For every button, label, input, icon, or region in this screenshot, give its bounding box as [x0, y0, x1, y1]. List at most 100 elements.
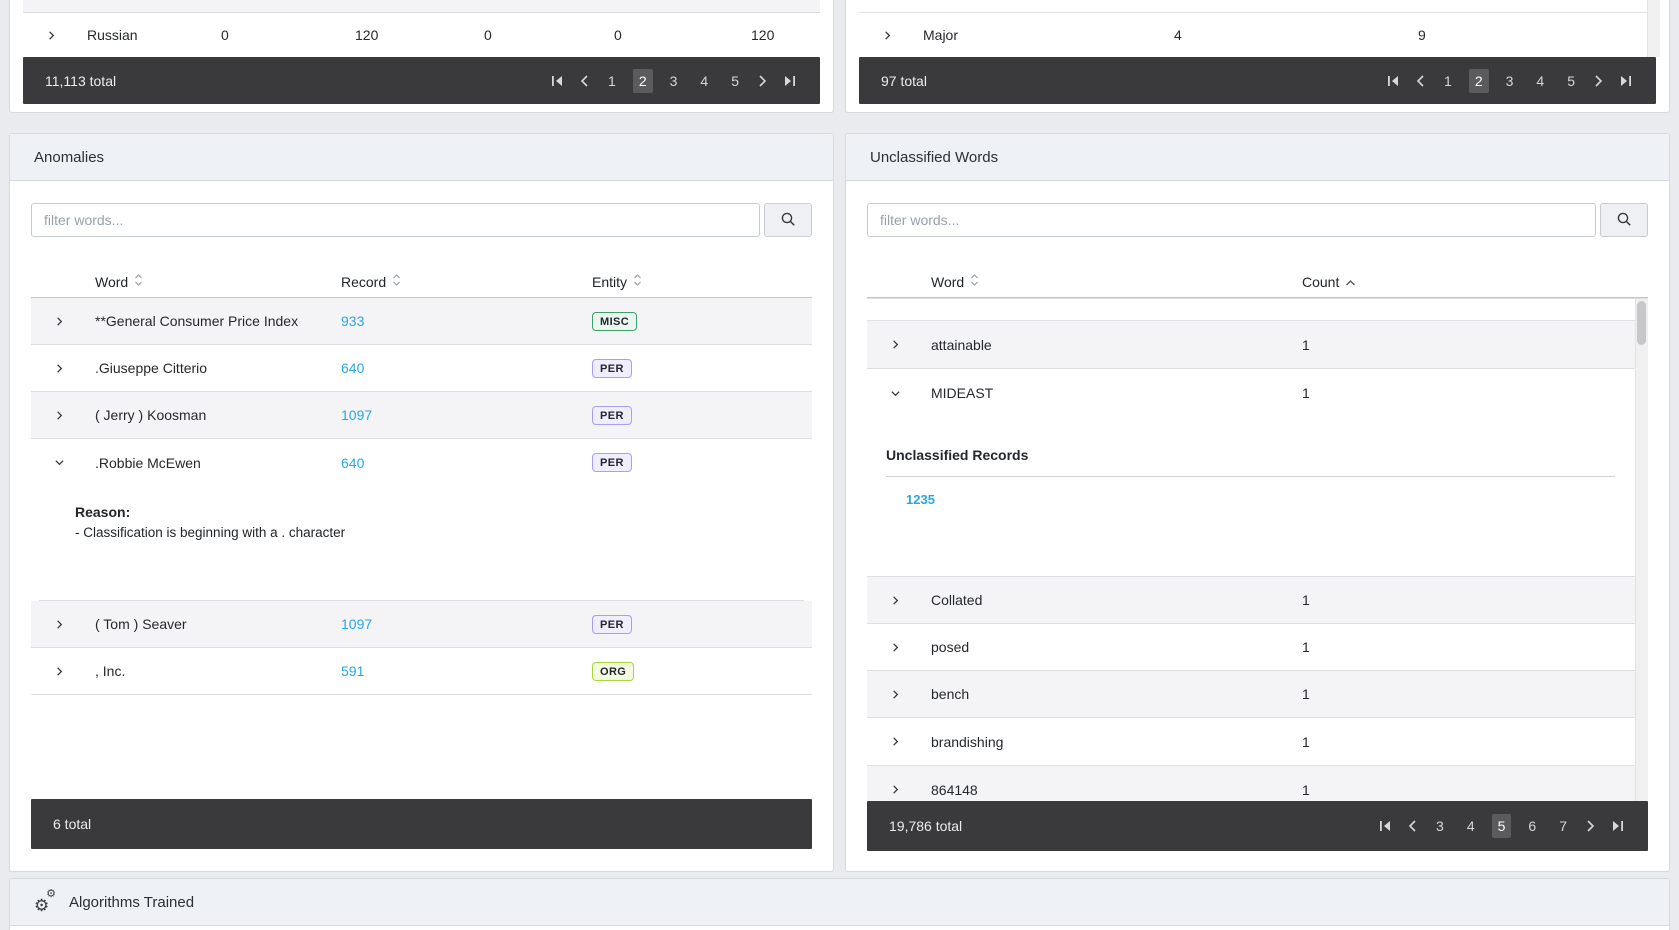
count-cell: 1 [1302, 592, 1310, 608]
chevron-right-icon[interactable] [31, 410, 87, 421]
scrollbar-thumb[interactable] [1637, 301, 1646, 345]
record-link[interactable]: 640 [341, 454, 365, 471]
chevron-down-icon[interactable] [867, 388, 923, 399]
record-link[interactable]: 591 [341, 663, 365, 679]
page-number[interactable]: 1 [608, 72, 616, 89]
table-row[interactable]: **General Consumer Price Index 933 MISC [31, 298, 812, 345]
pagination-footer: 6 total [31, 799, 812, 849]
column-header-word[interactable]: Word [87, 273, 341, 290]
column-header-record[interactable]: Record [341, 273, 592, 290]
table-row[interactable]: , Inc. 591 ORG [31, 648, 812, 695]
table-row[interactable]: ( Jerry ) Koosman 1097 PER [31, 392, 812, 439]
sort-icon [970, 273, 979, 290]
count-cell: 120 [751, 27, 775, 43]
classified-words-card: Russian 0 120 0 0 120 11,113 total 1 2 3… [9, 0, 834, 113]
table-row[interactable]: Collated 1 [867, 577, 1635, 624]
chevron-right-icon[interactable] [31, 316, 87, 327]
word-cell: bench [931, 686, 970, 702]
table-row[interactable]: Major 4 9 [859, 13, 1656, 57]
filter-input[interactable] [867, 203, 1596, 237]
last-page-icon[interactable] [780, 75, 798, 87]
table-row[interactable]: ( Tom ) Seaver 1097 PER [31, 601, 812, 648]
chevron-right-icon[interactable] [23, 30, 79, 41]
page-number[interactable]: 2 [632, 68, 653, 93]
chevron-right-icon[interactable] [859, 30, 915, 41]
previous-page-icon[interactable] [1406, 820, 1419, 832]
page-number[interactable]: 4 [700, 72, 709, 89]
chevron-right-icon[interactable] [867, 595, 923, 606]
chevron-right-icon[interactable] [31, 619, 87, 630]
unclassified-words-card: Unclassified Words Word [845, 133, 1670, 872]
page-number[interactable]: 2 [1468, 68, 1489, 93]
filter-input[interactable] [31, 203, 760, 237]
record-link[interactable]: 1097 [341, 616, 373, 632]
count-cell: 0 [484, 27, 492, 43]
next-page-icon[interactable] [1584, 820, 1597, 832]
previous-page-icon[interactable] [578, 74, 591, 87]
page-number[interactable]: 5 [731, 72, 739, 89]
chevron-right-icon[interactable] [867, 736, 923, 747]
page-number[interactable]: 6 [1528, 818, 1537, 834]
pagination-footer: 11,113 total 1 2 3 4 5 [23, 57, 820, 104]
count-cell: 1 [1302, 781, 1310, 798]
table-row[interactable]: bench 1 [867, 671, 1635, 718]
table-row[interactable]: posed 1 [867, 624, 1635, 671]
count-cell: 120 [355, 27, 379, 43]
word-cell: attainable [931, 336, 992, 353]
column-header-entity[interactable]: Entity [592, 273, 812, 290]
chevron-right-icon[interactable] [31, 363, 87, 374]
search-icon [780, 211, 796, 230]
record-link[interactable]: 933 [341, 313, 365, 329]
record-link[interactable]: 1097 [341, 407, 373, 423]
first-page-icon[interactable] [1385, 75, 1403, 87]
page-number[interactable]: 5 [1567, 72, 1575, 89]
next-page-icon[interactable] [1592, 74, 1605, 87]
search-button[interactable] [1600, 203, 1648, 237]
vertical-scrollbar[interactable] [1635, 299, 1648, 801]
table-row[interactable]: .Giuseppe Citterio 640 PER [31, 345, 812, 392]
record-link[interactable]: 640 [341, 360, 365, 376]
chevron-right-icon[interactable] [867, 642, 923, 653]
entity-badge: MISC [592, 311, 638, 331]
last-page-icon[interactable] [1616, 75, 1634, 87]
table-row[interactable]: brandishing 1 [867, 718, 1635, 766]
page-number[interactable]: 3 [669, 72, 678, 89]
page-number[interactable]: 7 [1559, 818, 1567, 834]
word-cell: .Giuseppe Citterio [95, 360, 208, 376]
chevron-right-icon[interactable] [867, 784, 923, 795]
page-number[interactable]: 3 [1436, 818, 1444, 834]
table-row[interactable]: 864148 1 [867, 766, 1635, 801]
column-header-count[interactable]: Count [1302, 274, 1648, 290]
sort-ascending-icon [1345, 274, 1356, 290]
vertical-scrollbar[interactable] [1647, 0, 1660, 57]
word-cell: ( Jerry ) Koosman [95, 407, 207, 423]
first-page-icon[interactable] [549, 75, 567, 87]
page-number[interactable]: 5 [1491, 814, 1512, 838]
first-page-icon[interactable] [1377, 820, 1395, 832]
chevron-right-icon[interactable] [867, 689, 923, 700]
page-number[interactable]: 4 [1466, 818, 1475, 834]
column-header-word[interactable]: Word [923, 273, 1302, 290]
table-row[interactable]: attainable 1 [867, 321, 1635, 369]
last-page-icon[interactable] [1608, 820, 1626, 832]
next-page-icon[interactable] [756, 74, 769, 87]
anomalies-card: Anomalies Word [9, 133, 834, 872]
algorithms-trained-header[interactable]: ⚙ ⚙ Algorithms Trained [10, 879, 1669, 926]
table-row-expanded[interactable]: .Robbie McEwen 640 PER [31, 439, 812, 486]
page-number[interactable]: 4 [1536, 72, 1545, 89]
page-number[interactable]: 3 [1505, 72, 1514, 89]
row-detail-unclassified-records: Unclassified Records 1235 [867, 417, 1635, 577]
table-row-expanded[interactable]: MIDEAST 1 [867, 369, 1635, 417]
scrollable-table[interactable]: attainable 1 MIDEAST 1 Unclassified Reco… [867, 298, 1648, 801]
chevron-right-icon[interactable] [867, 339, 923, 350]
page-number[interactable]: 1 [1444, 72, 1452, 89]
table-row[interactable]: Russian 0 120 0 0 120 [23, 13, 820, 57]
unclassified-record-link[interactable]: 1235 [906, 492, 935, 507]
word-cell: 864148 [931, 781, 978, 798]
reason-text: - Classification is beginning with a . c… [75, 525, 346, 540]
previous-page-icon[interactable] [1414, 74, 1427, 87]
chevron-down-icon[interactable] [31, 457, 87, 468]
search-button[interactable] [764, 203, 812, 237]
chevron-right-icon[interactable] [31, 666, 87, 677]
